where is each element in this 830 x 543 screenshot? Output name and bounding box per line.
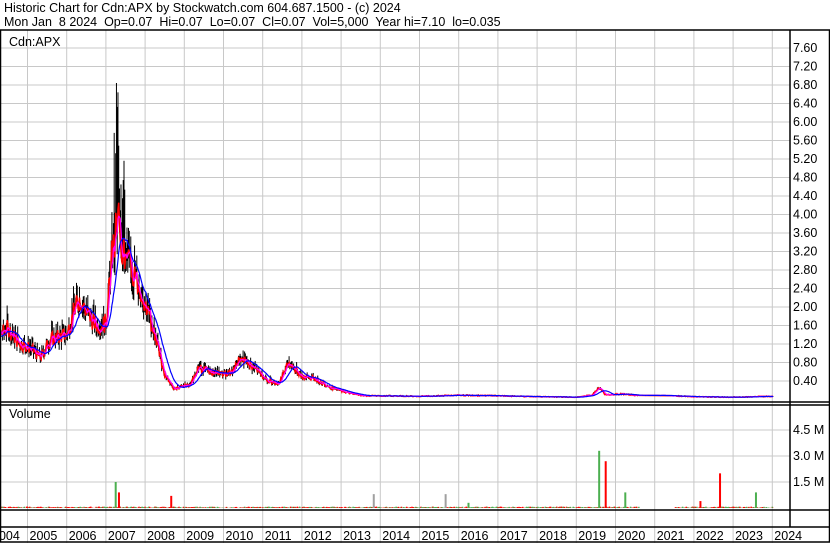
price-tick-label: 2.80 bbox=[793, 263, 817, 277]
volume-bars bbox=[0, 450, 774, 508]
year-tick-label: 2013 bbox=[343, 529, 371, 543]
quote-summary: Mon Jan 8 2024 Op=0.07 Hi=0.07 Lo=0.07 C… bbox=[4, 15, 501, 29]
year-tick-label: 2017 bbox=[500, 529, 528, 543]
gridlines bbox=[0, 30, 790, 543]
year-tick-label: 2007 bbox=[108, 529, 136, 543]
year-tick-label: 2021 bbox=[657, 529, 685, 543]
price-tick-label: 1.60 bbox=[793, 319, 817, 333]
volume-tick-label: 3.0 M bbox=[793, 449, 824, 463]
price-tick-label: 0.80 bbox=[793, 356, 817, 370]
price-panel-label: Cdn:APX bbox=[9, 35, 61, 49]
year-tick-label: 2014 bbox=[382, 529, 410, 543]
price-tick-label: 6.40 bbox=[793, 97, 817, 111]
year-tick-label: 2023 bbox=[735, 529, 763, 543]
price-tick-label: 7.60 bbox=[793, 41, 817, 55]
volume-panel-label: Volume bbox=[9, 407, 51, 421]
close-line bbox=[0, 202, 774, 399]
year-tick-label: 2010 bbox=[226, 529, 254, 543]
long-moving-average bbox=[0, 237, 774, 398]
year-tick-label: 2011 bbox=[265, 529, 292, 543]
year-tick-label: 2005 bbox=[30, 529, 58, 543]
price-tick-label: 4.00 bbox=[793, 208, 817, 222]
year-tick-label: 2019 bbox=[578, 529, 606, 543]
price-tick-label: 4.40 bbox=[793, 189, 817, 203]
volume-tick-label: 1.5 M bbox=[793, 475, 824, 489]
year-tick-label: 2024 bbox=[774, 529, 802, 543]
price-tick-label: 2.40 bbox=[793, 282, 817, 296]
price-tick-label: 4.80 bbox=[793, 171, 817, 185]
price-tick-label: 1.20 bbox=[793, 337, 817, 351]
year-tick-label: 2022 bbox=[696, 529, 724, 543]
price-tick-label: 5.20 bbox=[793, 152, 817, 166]
price-tick-label: 6.00 bbox=[793, 115, 817, 129]
year-tick-label: 2006 bbox=[69, 529, 97, 543]
price-tick-label: 0.40 bbox=[793, 374, 817, 388]
year-tick-label: 2012 bbox=[304, 529, 332, 543]
price-tick-label: 2.00 bbox=[793, 300, 817, 314]
chart-title: Historic Chart for Cdn:APX by Stockwatch… bbox=[4, 1, 401, 15]
year-tick-label: 2004 bbox=[0, 529, 20, 543]
axis-labels: 0.40 0.80 1.20 1.60 2.00 2.40 2.80 3.20 3.60 4.00… bbox=[0, 41, 824, 543]
volume-tick-label: 4.5 M bbox=[793, 423, 824, 437]
price-tick-label: 6.80 bbox=[793, 78, 817, 92]
price-tick-label: 3.60 bbox=[793, 226, 817, 240]
year-tick-label: 2018 bbox=[539, 529, 567, 543]
year-tick-label: 2020 bbox=[618, 529, 646, 543]
year-tick-label: 2015 bbox=[422, 529, 450, 543]
year-tick-label: 2008 bbox=[147, 529, 175, 543]
chart-frame bbox=[0, 29, 830, 543]
price-tick-label: 7.20 bbox=[793, 60, 817, 74]
year-tick-label: 2016 bbox=[461, 529, 489, 543]
price-tick-label: 3.20 bbox=[793, 245, 817, 259]
year-tick-label: 2009 bbox=[186, 529, 214, 543]
price-tick-label: 5.60 bbox=[793, 134, 817, 148]
